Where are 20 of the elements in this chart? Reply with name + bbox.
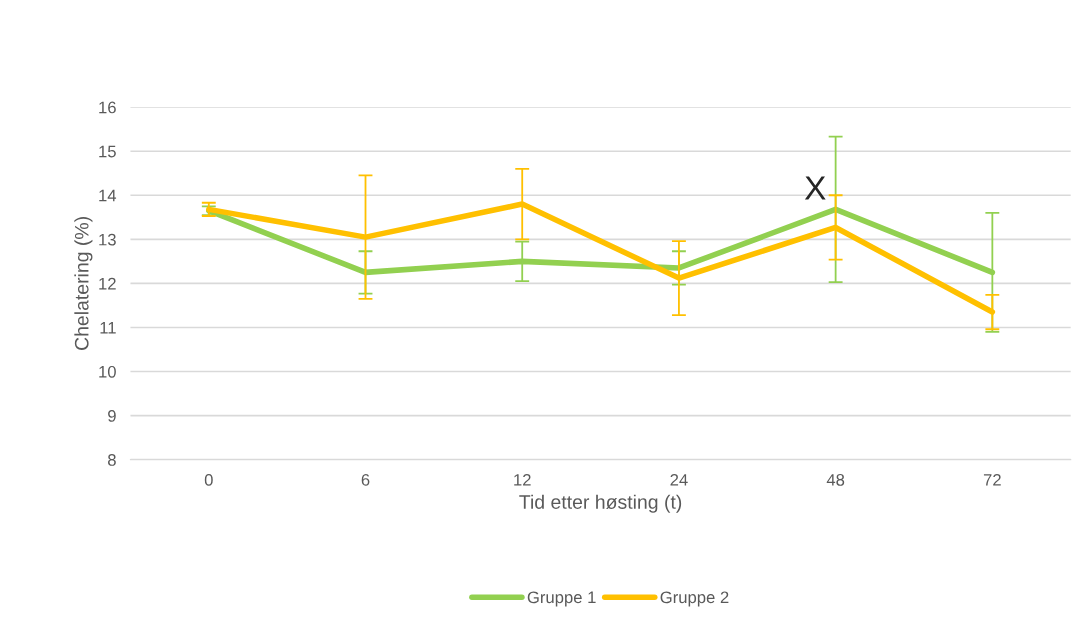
x-tick-label: 6 (361, 473, 370, 486)
y-tick-label: 11 (100, 322, 116, 334)
legend-label: Gruppe 2 (660, 591, 729, 607)
y-tick-label: 12 (99, 277, 116, 290)
x-tick-label: 48 (826, 473, 845, 486)
x-axis-title: Tid etter høsting (t) (519, 494, 682, 513)
x-tick-label: 12 (514, 473, 531, 486)
y-tick-label: 10 (99, 365, 116, 378)
x-tick-label: 0 (204, 473, 213, 486)
y-tick-label: 13 (99, 233, 116, 246)
y-tick-label: 14 (99, 189, 117, 202)
y-axis-title: Chelatering (%) (74, 217, 93, 350)
y-tick-label: 15 (99, 145, 116, 158)
x-tick-label: 72 (983, 473, 1001, 486)
y-tick-label: 16 (99, 101, 116, 114)
y-tick-label: 8 (108, 454, 116, 466)
x-tick-label: 24 (670, 473, 688, 486)
y-tick-label: 9 (108, 409, 116, 422)
annotation: X (804, 176, 826, 200)
legend-label: Gruppe 1 (527, 591, 596, 607)
